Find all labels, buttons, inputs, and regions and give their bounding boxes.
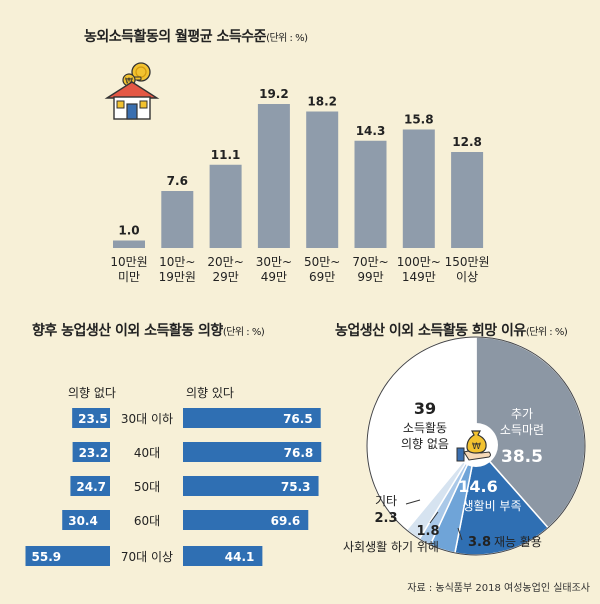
- pie-value-2: 3.8: [468, 535, 491, 550]
- pie-name-1: 생활비 부족: [462, 499, 521, 513]
- bar-income-4: [306, 111, 339, 248]
- x-tick-label-0-0: 10만원: [110, 255, 147, 269]
- bar-intent-label-1: 76.8: [284, 446, 314, 460]
- bar-no-intent-label-3: 30.4: [68, 514, 98, 528]
- bar-no-intent-4: [25, 546, 111, 566]
- bar-intent-0: [183, 408, 321, 428]
- bar-no-intent-1: [72, 442, 110, 462]
- x-tick-label-1-1: 19만원: [159, 270, 196, 284]
- age-group-label-4: 70대 이상: [121, 550, 173, 564]
- pie-value-5: 39: [414, 399, 436, 418]
- chart2-unit: (단위 : %): [222, 327, 265, 338]
- source-note: 자료 : 농식품부 2018 여성농업인 실태조사: [407, 583, 590, 594]
- bar-value-label-7: 12.8: [452, 135, 482, 149]
- bar-income-1: [161, 191, 194, 248]
- bar-no-intent-label-0: 23.5: [78, 412, 108, 426]
- pie-name-2: 재능 활용: [494, 535, 542, 549]
- x-tick-label-4-0: 50만~: [304, 255, 340, 269]
- x-tick-label-6-1: 149만: [402, 270, 436, 284]
- pie-name-5-0: 소득활동: [403, 421, 447, 435]
- x-tick-label-7-0: 150만원: [445, 255, 490, 269]
- bar-value-label-4: 18.2: [307, 95, 337, 109]
- pie-name-3: 사회생활 하기 위해: [343, 540, 439, 554]
- bar-value-label-0: 1.0: [118, 224, 139, 238]
- pie-value-3: 1.8: [416, 524, 439, 539]
- bar-income-3: [257, 104, 290, 248]
- pie-name-0-1: 소득마련: [500, 423, 544, 437]
- bar-no-intent-3: [62, 510, 110, 530]
- x-tick-label-3-0: 30만~: [256, 255, 292, 269]
- age-group-label-0: 30대 이하: [121, 412, 173, 426]
- x-tick-label-5-1: 99만: [357, 270, 383, 284]
- bar-value-label-1: 7.6: [167, 174, 188, 188]
- x-tick-label-4-1: 69만: [309, 270, 335, 284]
- bar-value-label-6: 15.8: [404, 113, 434, 127]
- bar-no-intent-0: [72, 408, 110, 428]
- x-tick-label-1-0: 10만~: [159, 255, 195, 269]
- pie-value-1: 14.6: [458, 477, 497, 496]
- bar-intent-2: [183, 476, 319, 496]
- bar-intent-label-4: 44.1: [225, 550, 255, 564]
- x-tick-label-0-1: 미만: [118, 270, 140, 284]
- pie-name-5-1: 의향 없음: [401, 437, 449, 451]
- bar-value-label-5: 14.3: [356, 124, 386, 138]
- x-tick-label-2-0: 20만~: [207, 255, 243, 269]
- x-tick-label-7-1: 이상: [456, 270, 478, 284]
- chart3-title: 농업생산 이외 소득활동 희망 이유(단위 : %): [335, 320, 568, 340]
- pie-name-4: 기타: [375, 494, 397, 508]
- chart1-title-text: 농외소득활동의 월평균 소득수준: [84, 29, 267, 45]
- x-tick-label-6-0: 100만~: [397, 255, 441, 269]
- chart2-title-text: 향후 농업생산 이외 소득활동 의향: [32, 323, 223, 339]
- pie-leader-3: [429, 511, 439, 524]
- bar-income-5: [354, 140, 387, 248]
- bar-income-6: [402, 129, 435, 248]
- bar-no-intent-label-2: 24.7: [76, 480, 106, 494]
- chart3-title-text: 농업생산 이외 소득활동 희망 이유: [335, 323, 526, 339]
- bar-intent-1: [183, 442, 322, 462]
- x-tick-label-2-1: 29만: [212, 270, 238, 284]
- bar-intent-label-2: 75.3: [281, 480, 311, 494]
- svg-text:₩: ₩: [472, 442, 481, 452]
- bar-value-label-3: 19.2: [259, 87, 289, 101]
- chart1-title: 농외소득활동의 월평균 소득수준(단위 : %): [84, 26, 308, 46]
- money-bag-icon: ₩: [454, 423, 498, 467]
- x-tick-label-3-1: 49만: [261, 270, 287, 284]
- x-tick-label-5-0: 70만~: [352, 255, 388, 269]
- bar-intent-label-3: 69.6: [271, 514, 301, 528]
- pie-name-0-0: 추가: [511, 407, 533, 421]
- chart2-title: 향후 농업생산 이외 소득활동 의향(단위 : %): [32, 320, 265, 340]
- pie-leader-4: [405, 499, 421, 505]
- age-group-label-2: 50대: [134, 480, 160, 494]
- bar-value-label-2: 11.1: [211, 148, 241, 162]
- header-no-intent: 의향 없다: [68, 386, 116, 400]
- svg-text:₩: ₩: [125, 77, 133, 86]
- header-intent: 의향 있다: [186, 386, 234, 400]
- pie-outline: [366, 336, 586, 556]
- bar-income-0: [113, 240, 145, 248]
- bar-no-intent-2: [70, 476, 110, 496]
- bar-income-7: [451, 152, 484, 248]
- pie-leader-2: [457, 527, 463, 541]
- pie-value-4: 2.3: [374, 511, 397, 526]
- pie-value-0: 38.5: [501, 447, 543, 467]
- bar-intent-label-0: 76.5: [283, 412, 313, 426]
- bar-income-2: [209, 164, 242, 248]
- bar-intent-4: [183, 546, 263, 566]
- chart3-unit: (단위 : %): [525, 327, 568, 338]
- age-group-label-1: 40대: [134, 446, 160, 460]
- bar-no-intent-label-1: 23.2: [79, 446, 109, 460]
- bar-intent-3: [183, 510, 309, 530]
- age-group-label-3: 60대: [134, 514, 160, 528]
- chart1-unit: (단위 : %): [266, 33, 308, 44]
- bar-no-intent-label-4: 55.9: [32, 550, 62, 564]
- house-coin-icon: ₩: [104, 62, 160, 120]
